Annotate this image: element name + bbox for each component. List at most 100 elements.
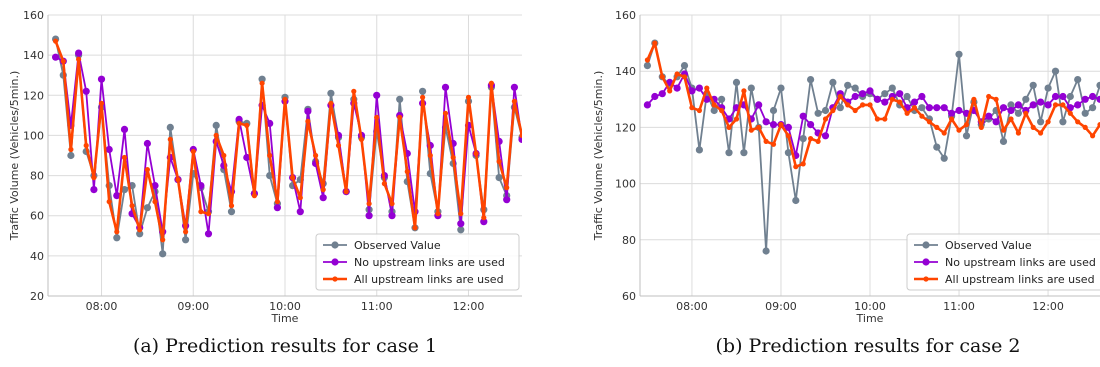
data-point	[748, 127, 754, 133]
data-point	[227, 208, 236, 216]
data-point	[807, 121, 815, 129]
data-point	[1074, 76, 1082, 84]
x-tick-label: 09:00	[177, 300, 209, 313]
data-point	[351, 88, 357, 94]
x-tick-label: 12:00	[1032, 300, 1064, 313]
legend-box	[315, 233, 520, 291]
data-point	[129, 203, 135, 209]
data-point	[799, 135, 807, 143]
y-tick-label: 160	[615, 9, 636, 22]
data-point	[389, 201, 395, 207]
data-point	[167, 136, 173, 142]
data-point	[643, 101, 652, 109]
data-point	[1029, 81, 1037, 89]
data-point	[763, 138, 769, 144]
data-point	[755, 101, 763, 109]
data-point	[457, 226, 465, 234]
data-point	[465, 94, 472, 100]
data-point	[725, 149, 733, 157]
data-point	[120, 125, 129, 133]
data-point	[652, 40, 658, 46]
data-point	[198, 209, 204, 215]
data-point	[651, 92, 659, 101]
data-point	[144, 167, 150, 173]
data-point	[1089, 104, 1097, 112]
y-tick-label: 120	[23, 89, 44, 102]
data-point	[1067, 110, 1073, 116]
data-point	[53, 38, 59, 44]
data-point	[919, 113, 925, 119]
data-point	[313, 152, 319, 159]
data-point	[867, 102, 873, 108]
data-point	[282, 96, 288, 102]
data-point	[143, 204, 151, 212]
data-point	[673, 84, 681, 92]
data-point	[503, 196, 511, 204]
data-point	[114, 229, 120, 235]
data-point	[659, 74, 665, 80]
data-point	[1038, 130, 1044, 136]
x-tick-label: 11:00	[943, 300, 975, 313]
data-point	[420, 94, 426, 100]
data-point	[151, 182, 159, 190]
data-point	[412, 225, 418, 231]
data-point	[726, 124, 732, 130]
data-point	[999, 137, 1008, 145]
data-point	[873, 95, 882, 103]
data-point	[897, 99, 903, 105]
data-point	[785, 133, 792, 139]
data-point	[934, 124, 940, 130]
data-point	[183, 229, 189, 235]
data-point	[1037, 118, 1045, 126]
data-point	[98, 100, 105, 106]
data-point	[962, 132, 971, 140]
data-point	[777, 84, 785, 92]
y-tick-label: 60	[30, 210, 44, 223]
data-point	[504, 185, 510, 191]
y-tick-label: 20	[30, 290, 44, 303]
data-point	[769, 106, 778, 115]
data-point	[799, 112, 807, 120]
data-point	[1008, 116, 1014, 122]
data-point	[205, 211, 212, 217]
data-point	[388, 212, 396, 220]
data-point	[1022, 95, 1030, 103]
data-point	[644, 57, 651, 63]
data-point	[986, 93, 992, 100]
data-point	[956, 127, 962, 133]
data-point	[696, 107, 703, 114]
data-point	[1075, 119, 1081, 125]
y-tick-label: 100	[23, 129, 44, 142]
data-point	[711, 102, 717, 108]
x-tick-label: 10:00	[854, 300, 886, 313]
data-point	[859, 90, 867, 98]
data-point	[419, 87, 427, 95]
data-point	[695, 84, 704, 92]
data-point	[1014, 109, 1023, 117]
data-point	[457, 220, 465, 228]
legend-box	[906, 233, 1100, 291]
data-point	[949, 116, 955, 122]
data-point	[519, 132, 522, 138]
data-point	[732, 78, 741, 86]
data-point	[689, 105, 695, 111]
data-point	[228, 203, 235, 209]
data-point	[719, 107, 725, 114]
data-point	[830, 107, 836, 114]
figure-caption: (a) Prediction results for case 1	[133, 335, 437, 357]
data-point	[495, 174, 503, 182]
legend-label: Observed Value	[354, 239, 441, 252]
data-point	[1044, 101, 1052, 109]
x-tick-label: 11:00	[361, 300, 393, 313]
data-point	[800, 161, 806, 167]
data-point	[328, 100, 334, 106]
y-tick-label: 140	[23, 49, 44, 62]
data-point	[365, 212, 373, 220]
data-point	[910, 98, 919, 106]
data-point	[373, 91, 381, 99]
data-point	[1059, 92, 1067, 101]
y-tick-label: 60	[622, 290, 636, 303]
data-point	[273, 204, 281, 212]
data-point	[925, 104, 934, 112]
